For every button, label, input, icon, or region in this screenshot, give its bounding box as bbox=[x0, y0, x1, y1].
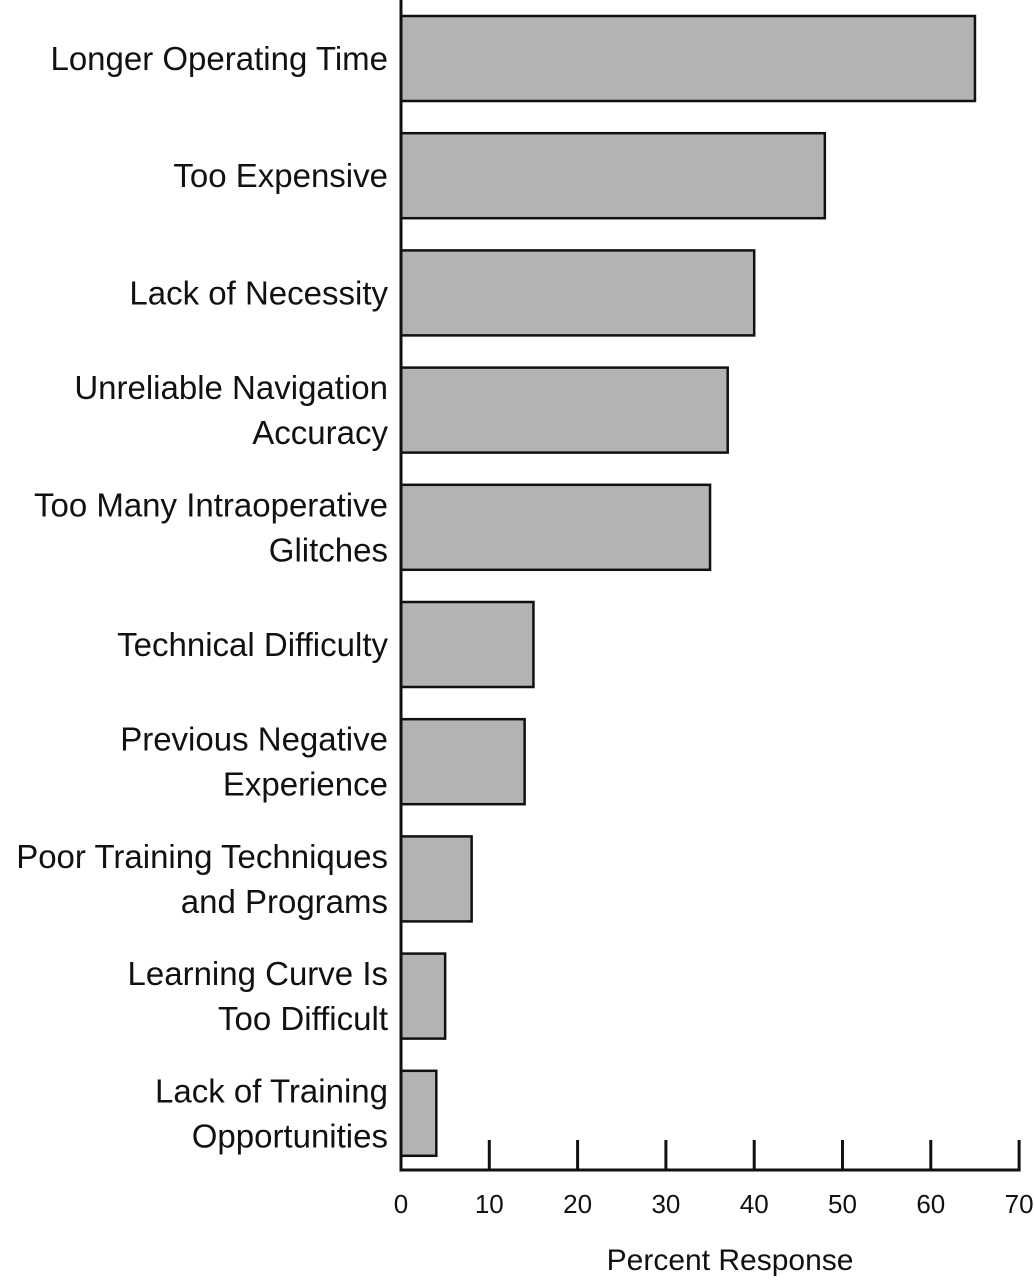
bar bbox=[399, 14, 977, 103]
category-label-line: Learning Curve Is bbox=[128, 955, 388, 992]
category-label: Longer Operating Time bbox=[50, 40, 388, 77]
x-tick-label: 50 bbox=[828, 1189, 857, 1219]
x-tick-label: 40 bbox=[740, 1189, 769, 1219]
category-label-line: Longer Operating Time bbox=[50, 40, 388, 77]
category-label: Technical Difficulty bbox=[117, 626, 388, 663]
category-label-line: Poor Training Techniques bbox=[16, 838, 388, 875]
x-axis-ticks: 0 10 20 30 40 50 60 70 bbox=[394, 1140, 1034, 1219]
category-label-line: Opportunities bbox=[192, 1117, 388, 1154]
category-label-line: Technical Difficulty bbox=[117, 626, 388, 663]
category-label: Unreliable Navigation Accuracy bbox=[74, 369, 388, 451]
category-label: Too Many Intraoperative Glitches bbox=[34, 486, 388, 568]
x-axis-title: Percent Response bbox=[607, 1244, 854, 1277]
bars-group bbox=[399, 14, 977, 1158]
category-labels: Longer Operating Time Too Expensive Lack o… bbox=[16, 40, 388, 1154]
x-tick-label: 20 bbox=[563, 1189, 592, 1219]
category-label-line: Lack of Necessity bbox=[129, 274, 388, 311]
category-label-line: Experience bbox=[223, 766, 388, 803]
x-tick-label: 70 bbox=[1005, 1189, 1034, 1219]
category-label-line: and Programs bbox=[181, 883, 388, 920]
category-label: Too Expensive bbox=[173, 157, 388, 194]
category-label: Lack of Training Opportunities bbox=[155, 1072, 388, 1154]
bar bbox=[399, 483, 712, 572]
x-tick-label: 0 bbox=[394, 1189, 408, 1219]
x-tick-label: 10 bbox=[475, 1189, 504, 1219]
bar bbox=[399, 249, 756, 337]
bar bbox=[399, 952, 447, 1040]
category-label: Learning Curve Is Too Difficult bbox=[128, 955, 388, 1037]
category-label: Poor Training Techniques and Programs bbox=[16, 838, 388, 920]
bar bbox=[399, 366, 729, 454]
bar bbox=[399, 717, 526, 806]
category-label-line: Too Expensive bbox=[173, 157, 388, 194]
bar bbox=[399, 1069, 438, 1158]
category-label-line: Unreliable Navigation bbox=[74, 369, 388, 406]
category-label: Lack of Necessity bbox=[129, 274, 388, 311]
bar bbox=[399, 600, 535, 689]
category-label-line: Lack of Training bbox=[155, 1072, 388, 1109]
x-tick-label: 60 bbox=[916, 1189, 945, 1219]
bar bbox=[399, 131, 827, 220]
category-label-line: Too Difficult bbox=[218, 1000, 388, 1037]
category-label-line: Previous Negative bbox=[120, 721, 388, 758]
category-label-line: Glitches bbox=[269, 531, 388, 568]
category-label-line: Accuracy bbox=[252, 414, 388, 451]
x-tick-label: 30 bbox=[651, 1189, 680, 1219]
category-label: Previous Negative Experience bbox=[120, 721, 388, 803]
bar bbox=[399, 835, 473, 923]
category-label-line: Too Many Intraoperative bbox=[34, 486, 388, 523]
